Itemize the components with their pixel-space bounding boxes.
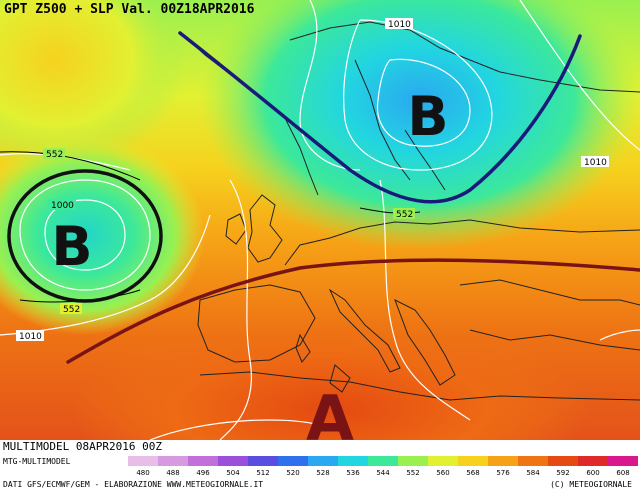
scale-swatch bbox=[398, 456, 428, 466]
scale-swatch bbox=[548, 456, 578, 466]
scale-swatch bbox=[338, 456, 368, 466]
west-low-field bbox=[0, 135, 205, 335]
west-low-outline bbox=[7, 169, 163, 303]
scale-value: 584 bbox=[526, 469, 540, 477]
scale-swatch bbox=[218, 456, 248, 466]
weather-map: B B A 1010 1010 1010 1000 552 552 552 bbox=[0, 0, 640, 440]
scale-swatch bbox=[188, 456, 218, 466]
scale-value: 496 bbox=[196, 469, 210, 477]
scale-swatch bbox=[578, 456, 608, 466]
height-label: 552 bbox=[46, 150, 63, 160]
scale-value: 520 bbox=[286, 469, 300, 477]
scale-swatch bbox=[518, 456, 548, 466]
south-high-letter: A bbox=[306, 382, 354, 440]
scale-value: 480 bbox=[136, 469, 150, 477]
scale-swatch bbox=[428, 456, 458, 466]
scale-value: 536 bbox=[346, 469, 360, 477]
isobar-label: 1010 bbox=[388, 20, 411, 30]
north-low-field bbox=[200, 0, 640, 250]
scale-value: 608 bbox=[616, 469, 630, 477]
north-low-letter: B bbox=[407, 85, 448, 148]
ridge-axis bbox=[66, 258, 640, 364]
color-scale-labels: 480 488 496 504 512 520 528 536 544 552 560 568 576 5… bbox=[128, 468, 638, 478]
scale-swatch bbox=[488, 456, 518, 466]
scale-value: 560 bbox=[436, 469, 450, 477]
run-label: MULTIMODEL 08APR2016 00Z bbox=[3, 440, 162, 453]
scale-swatch bbox=[368, 456, 398, 466]
scale-swatch bbox=[248, 456, 278, 466]
scale-value: 592 bbox=[556, 469, 570, 477]
scale-value: 600 bbox=[586, 469, 600, 477]
height-label: 552 bbox=[396, 210, 413, 220]
height-label: 552 bbox=[63, 305, 80, 315]
scale-value: 512 bbox=[256, 469, 270, 477]
isobar-label: 1000 bbox=[51, 201, 74, 211]
scale-value: 568 bbox=[466, 469, 480, 477]
scale-swatch bbox=[608, 456, 638, 466]
model-label: MTG-MULTIMODEL bbox=[3, 457, 71, 466]
scale-swatch bbox=[458, 456, 488, 466]
scale-value: 504 bbox=[226, 469, 240, 477]
scale-swatch bbox=[128, 456, 158, 466]
copyright-text: (C) METEOGIORNALE bbox=[550, 480, 632, 489]
scale-swatch bbox=[158, 456, 188, 466]
scale-value: 528 bbox=[316, 469, 330, 477]
map-title: GPT Z500 + SLP Val. 00Z18APR2016 bbox=[4, 2, 255, 17]
scale-value: 576 bbox=[496, 469, 510, 477]
isobar-label: 1010 bbox=[19, 332, 42, 342]
color-scale bbox=[128, 456, 638, 466]
map-footer: MULTIMODEL 08APR2016 00Z MTG-MULTIMODEL … bbox=[0, 440, 640, 493]
isobar-label: 1010 bbox=[584, 158, 607, 168]
nw-ridge-field bbox=[0, 0, 185, 170]
isobars bbox=[0, 0, 640, 440]
scale-swatch bbox=[278, 456, 308, 466]
scale-value: 488 bbox=[166, 469, 180, 477]
scale-value: 552 bbox=[406, 469, 420, 477]
west-low-letter: B bbox=[51, 215, 92, 278]
trough-axis bbox=[178, 31, 582, 204]
credits-text: DATI GFS/ECMWF/GEM - ELABORAZIONE WWW.ME… bbox=[3, 480, 264, 489]
scale-value: 544 bbox=[376, 469, 390, 477]
scale-swatch bbox=[308, 456, 338, 466]
